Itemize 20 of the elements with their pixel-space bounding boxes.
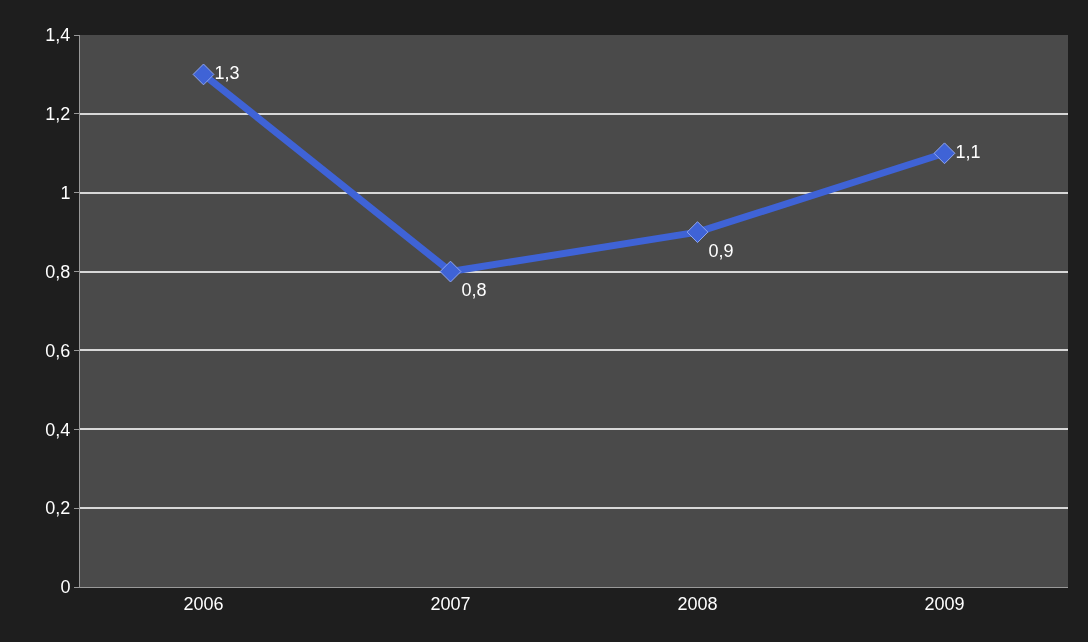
point [439, 260, 462, 283]
y-tick-label: 0 [60, 577, 71, 598]
x-tick-label: 2009 [924, 593, 965, 614]
point [686, 221, 709, 244]
y-tick-label: 0,8 [45, 261, 71, 282]
y-tick-label: 1,2 [45, 104, 71, 125]
y-tick-label: 0,4 [45, 419, 71, 440]
data-label: 1,1 [955, 141, 981, 162]
point [192, 63, 215, 86]
point [933, 142, 956, 165]
data-label: 0,9 [708, 240, 734, 261]
data-label: 0,8 [461, 280, 487, 301]
x-tick-label: 2008 [677, 593, 718, 614]
data-label: 1,3 [214, 62, 240, 83]
y-tick-label: 1 [60, 183, 71, 204]
x-tick-label: 2006 [183, 593, 224, 614]
x-tick-label: 2007 [430, 593, 471, 614]
y-tick-label: 0,6 [45, 340, 71, 361]
y-tick-label: 1,4 [45, 25, 71, 46]
y-tick-label: 0,2 [45, 498, 71, 519]
